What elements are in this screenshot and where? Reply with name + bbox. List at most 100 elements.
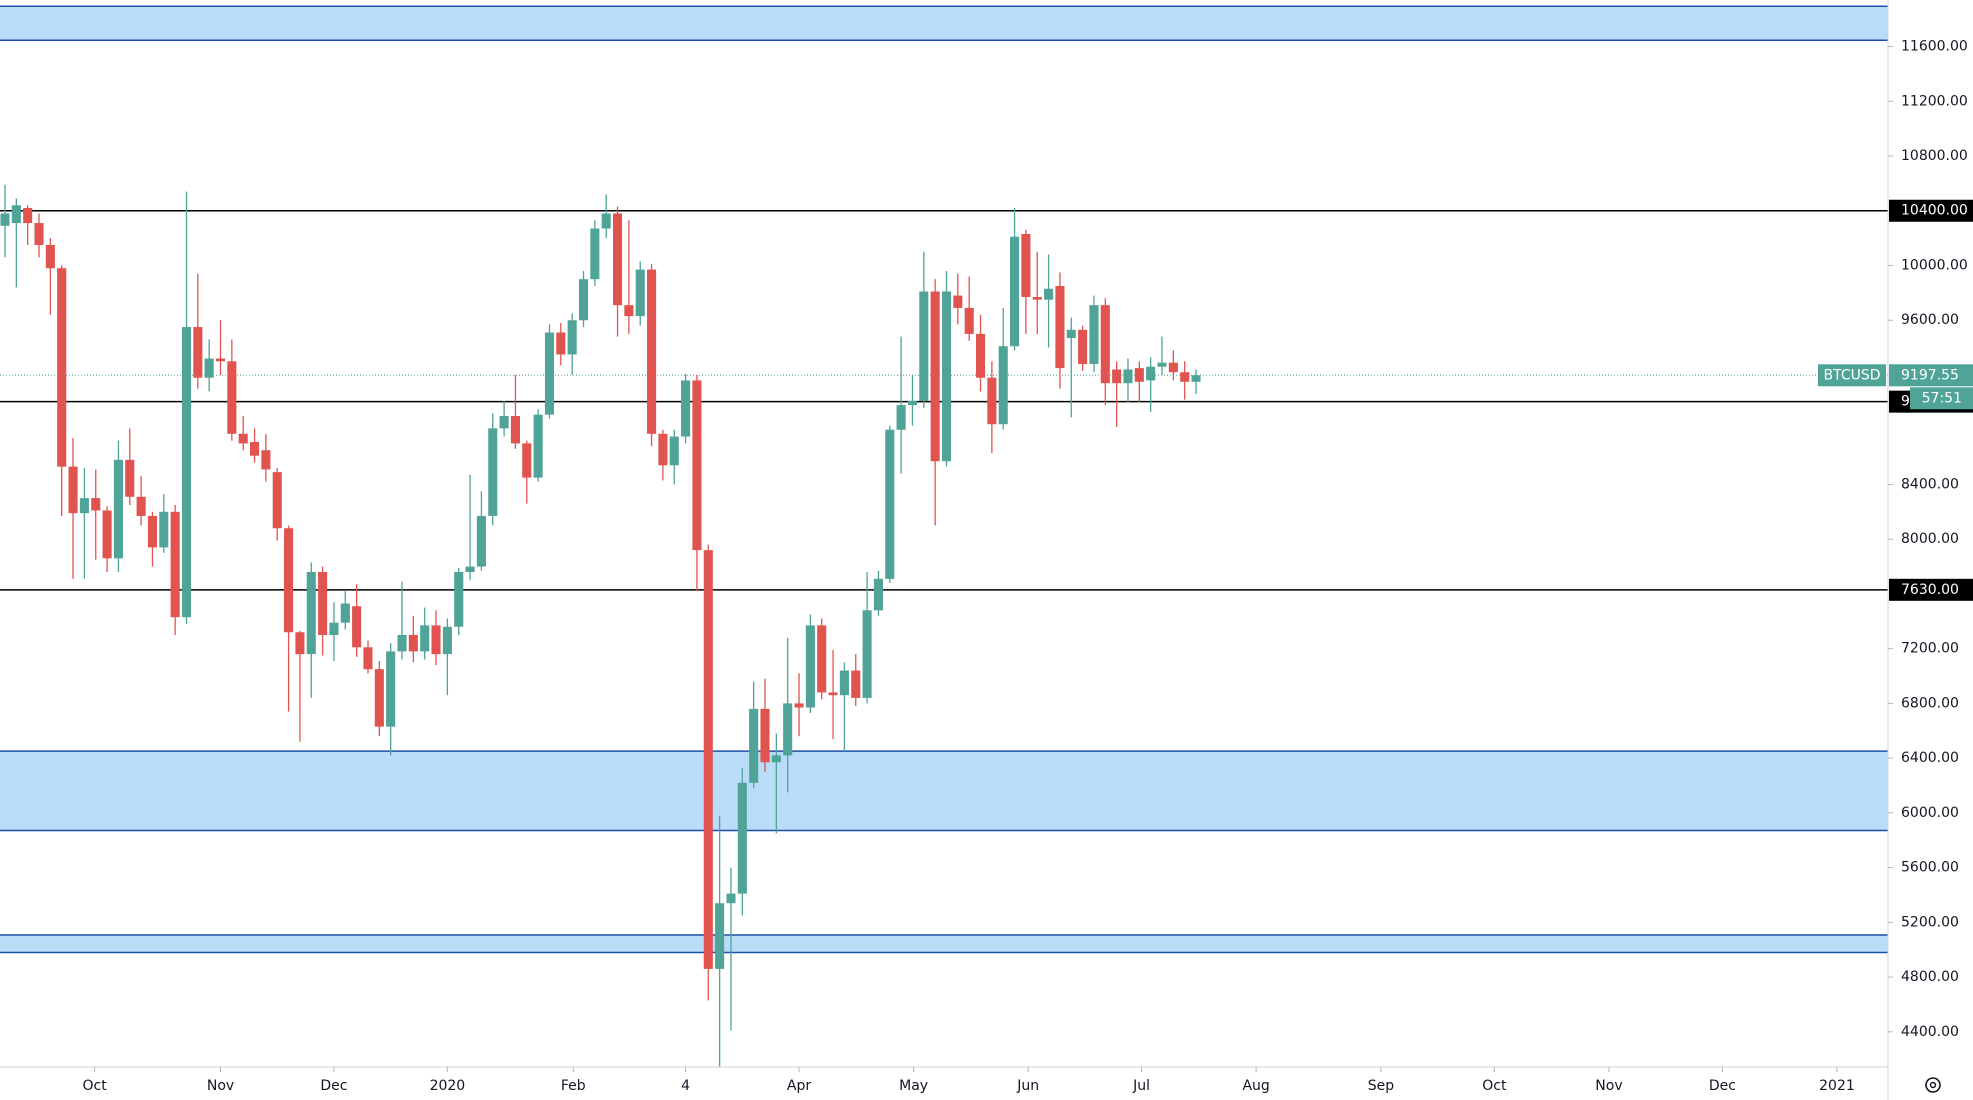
- last-price-label: 9197.55: [1901, 367, 1959, 383]
- x-tick-label: Sep: [1368, 1078, 1395, 1094]
- x-tick-label: Feb: [561, 1078, 586, 1094]
- level-label: 7630.00: [1901, 582, 1959, 598]
- candle-body: [578, 279, 589, 321]
- candle-body: [533, 414, 543, 478]
- candle-body: [408, 634, 418, 652]
- y-tick-label: 9600.00: [1901, 312, 1959, 328]
- y-tick-label: 6000.00: [1901, 805, 1959, 821]
- candle-body: [420, 625, 430, 652]
- candle-body: [159, 511, 169, 548]
- candle-body: [715, 903, 725, 969]
- level-label: 10400.00: [1901, 203, 1968, 219]
- candle-body: [647, 269, 657, 434]
- settings-icon[interactable]: [1925, 1077, 1941, 1093]
- zone: [0, 6, 1888, 41]
- candle-body: [136, 496, 146, 516]
- gear-hub: [1929, 1081, 1937, 1089]
- candle-body: [749, 708, 759, 783]
- candle-body: [340, 603, 350, 623]
- candle-body: [726, 893, 736, 904]
- candle-body: [692, 380, 702, 551]
- candle-body: [1157, 362, 1167, 367]
- candle-body: [0, 213, 10, 226]
- candle-body: [68, 466, 78, 514]
- candle-body: [227, 361, 237, 434]
- candle-body: [318, 572, 328, 635]
- candle-body: [284, 528, 294, 633]
- candle-body: [964, 307, 974, 334]
- y-tick-label: 6400.00: [1901, 750, 1959, 766]
- y-tick-label: 6800.00: [1901, 695, 1959, 711]
- x-tick-label: Oct: [82, 1078, 107, 1094]
- candle-body: [953, 295, 963, 308]
- candle-body: [250, 442, 260, 456]
- candle-body: [147, 515, 157, 548]
- x-tick-label: 2021: [1819, 1078, 1855, 1094]
- candle-body: [488, 428, 498, 516]
- candle-body: [828, 692, 838, 696]
- candle-body: [45, 244, 55, 269]
- candle-body: [987, 377, 997, 425]
- candle-body: [57, 268, 67, 467]
- candle-body: [1180, 372, 1190, 382]
- candle-body: [1134, 368, 1144, 382]
- candle-body: [624, 305, 634, 317]
- candle-body: [1021, 234, 1031, 297]
- candle-body: [91, 498, 101, 511]
- candle-body: [1044, 288, 1054, 300]
- candle-body: [181, 327, 192, 618]
- candle-body: [635, 269, 645, 317]
- x-tick-label: Oct: [1482, 1078, 1507, 1094]
- candle-body: [238, 433, 248, 444]
- candle-body: [544, 332, 555, 415]
- gear-ring: [1925, 1077, 1941, 1093]
- x-tick-label: Nov: [1595, 1078, 1622, 1094]
- candle-body: [215, 358, 226, 362]
- candle-body: [681, 380, 691, 437]
- x-tick-label: Nov: [207, 1078, 234, 1094]
- y-tick-label: 8000.00: [1901, 531, 1959, 547]
- candle-body: [703, 550, 713, 969]
- candle-body: [817, 625, 827, 693]
- symbol-label: BTCUSD: [1823, 367, 1880, 383]
- candle-body: [975, 333, 986, 378]
- candle-body: [113, 459, 123, 559]
- candle-body: [1055, 286, 1065, 369]
- candle-body: [397, 634, 407, 652]
- candle-body: [930, 291, 940, 462]
- candle-body: [612, 213, 623, 306]
- candle-body: [873, 578, 883, 611]
- candle-body: [193, 327, 203, 378]
- candle-body: [1100, 305, 1110, 384]
- candle-body: [941, 291, 952, 462]
- countdown-label: 57:51: [1922, 390, 1962, 406]
- candle-body: [306, 572, 316, 655]
- symbol-box: [1818, 364, 1886, 387]
- zone: [0, 934, 1888, 953]
- candle-body: [204, 358, 214, 378]
- candle-body: [885, 429, 895, 579]
- x-tick-label: Apr: [787, 1078, 811, 1094]
- candle-body: [1032, 296, 1042, 300]
- candle-body: [1066, 329, 1076, 339]
- candle-body: [862, 610, 872, 698]
- countdown-box: [1910, 387, 1973, 410]
- candle-body: [567, 320, 577, 355]
- candle-body: [272, 472, 282, 529]
- y-tick-label: 5600.00: [1901, 860, 1959, 876]
- x-tick-label: 2020: [430, 1078, 466, 1094]
- candle-body: [352, 606, 362, 648]
- candle-body: [1191, 375, 1201, 382]
- candle-body: [499, 416, 509, 429]
- y-tick-label: 11600.00: [1901, 39, 1968, 55]
- candle-body: [295, 632, 305, 655]
- candle-body: [658, 433, 668, 466]
- candle-body: [851, 670, 861, 698]
- x-tick-label: Dec: [320, 1078, 347, 1094]
- plot-area[interactable]: [0, 5, 1888, 1067]
- candle-body: [771, 755, 781, 763]
- candle-body: [907, 400, 918, 406]
- candle-body: [760, 708, 770, 763]
